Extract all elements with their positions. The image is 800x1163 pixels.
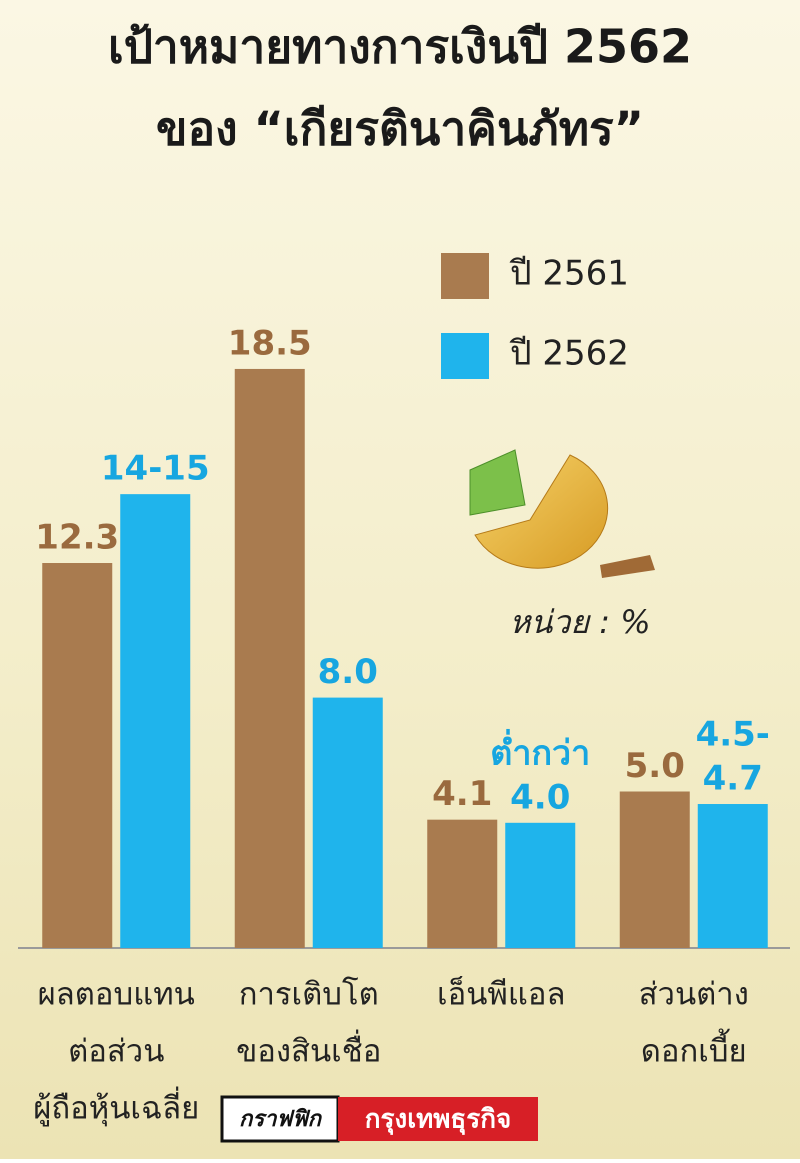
- x-tick-label: ผู้ถือหุ้นเฉลี่ย: [33, 1087, 199, 1128]
- value-label: 12.3: [35, 518, 119, 558]
- x-tick-label: ส่วนต่าง: [639, 977, 749, 1013]
- value-label: 4.1: [432, 774, 492, 814]
- x-tick-label: ดอกเบี้ย: [641, 1029, 747, 1070]
- x-tick-label: การเติบโต: [239, 977, 379, 1013]
- value-label: 8.0: [318, 652, 378, 692]
- x-tick-label: ของสินเชื่อ: [236, 1030, 381, 1070]
- value-label: 18.5: [228, 323, 312, 363]
- legend-swatch: [441, 333, 489, 379]
- chart-title: เป้าหมายทางการเงินปี 2562: [108, 20, 692, 74]
- legend-swatch: [441, 253, 489, 299]
- legend-label: ปี 2561: [509, 254, 629, 294]
- x-tick-label: ผลตอบแทน: [38, 977, 195, 1013]
- pie-icon: [469, 449, 655, 578]
- unit-note: หน่วย : %: [509, 603, 650, 641]
- bar: [697, 804, 768, 948]
- credit-box: [338, 1097, 538, 1141]
- chart-title: ของ “เกียรตินาคินภัทร”: [156, 102, 644, 156]
- credit-text: กราฟฟิก: [239, 1107, 323, 1132]
- bar: [427, 819, 498, 948]
- bar: [619, 791, 690, 948]
- value-label: 4.7: [703, 759, 763, 799]
- bar: [120, 494, 191, 948]
- x-tick-label: เอ็นพีแอล: [437, 976, 565, 1013]
- bar: [42, 563, 113, 948]
- bar: [234, 368, 305, 948]
- value-label: 4.0: [510, 777, 570, 817]
- credit: กราฟฟิก กรุงเทพธุรกิจ: [220, 1095, 538, 1143]
- x-tick-label: ต่อส่วน: [68, 1034, 164, 1070]
- value-label: 14-15: [101, 449, 210, 489]
- credit-text: กรุงเทพธุรกิจ: [365, 1105, 511, 1136]
- value-label: 5.0: [625, 746, 685, 786]
- value-label: ต่ำกว่า: [490, 728, 590, 773]
- bar: [312, 697, 383, 948]
- legend-label: ปี 2562: [509, 334, 629, 374]
- value-label: 4.5-: [696, 715, 770, 755]
- bar: [505, 822, 576, 948]
